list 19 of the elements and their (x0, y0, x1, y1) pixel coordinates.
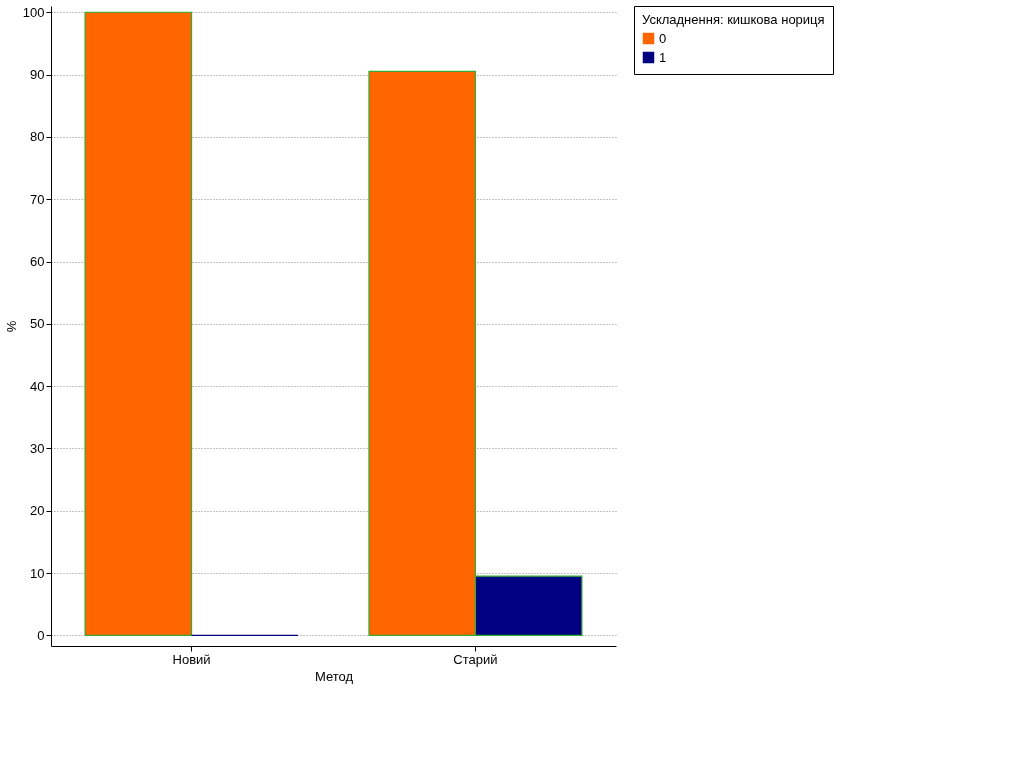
legend-label: 0 (659, 30, 667, 46)
y-tick-label: 70 (30, 191, 45, 207)
legend-title: Ускладнення: кишкова нориця (642, 12, 825, 27)
y-tick-label: 40 (30, 378, 45, 394)
y-tick-label: 20 (30, 503, 45, 519)
y-tick-label: 50 (30, 316, 45, 332)
x-tick-label: Новий (172, 651, 211, 667)
bar (84, 11, 193, 637)
x-axis-title: Метод (314, 668, 354, 684)
legend-label: 1 (659, 49, 667, 65)
y-axis-title: % (3, 320, 19, 333)
x-tick-label: Старий (453, 651, 498, 667)
y-tick-label: 90 (30, 67, 45, 83)
y-tick-label: 0 (37, 627, 45, 643)
y-tick-label: 10 (30, 565, 45, 581)
y-tick-label: 30 (30, 440, 45, 456)
y-tick-label: 60 (30, 254, 45, 269)
y-tick-label: 100 (22, 4, 45, 20)
y-tick-label: 80 (30, 129, 45, 145)
